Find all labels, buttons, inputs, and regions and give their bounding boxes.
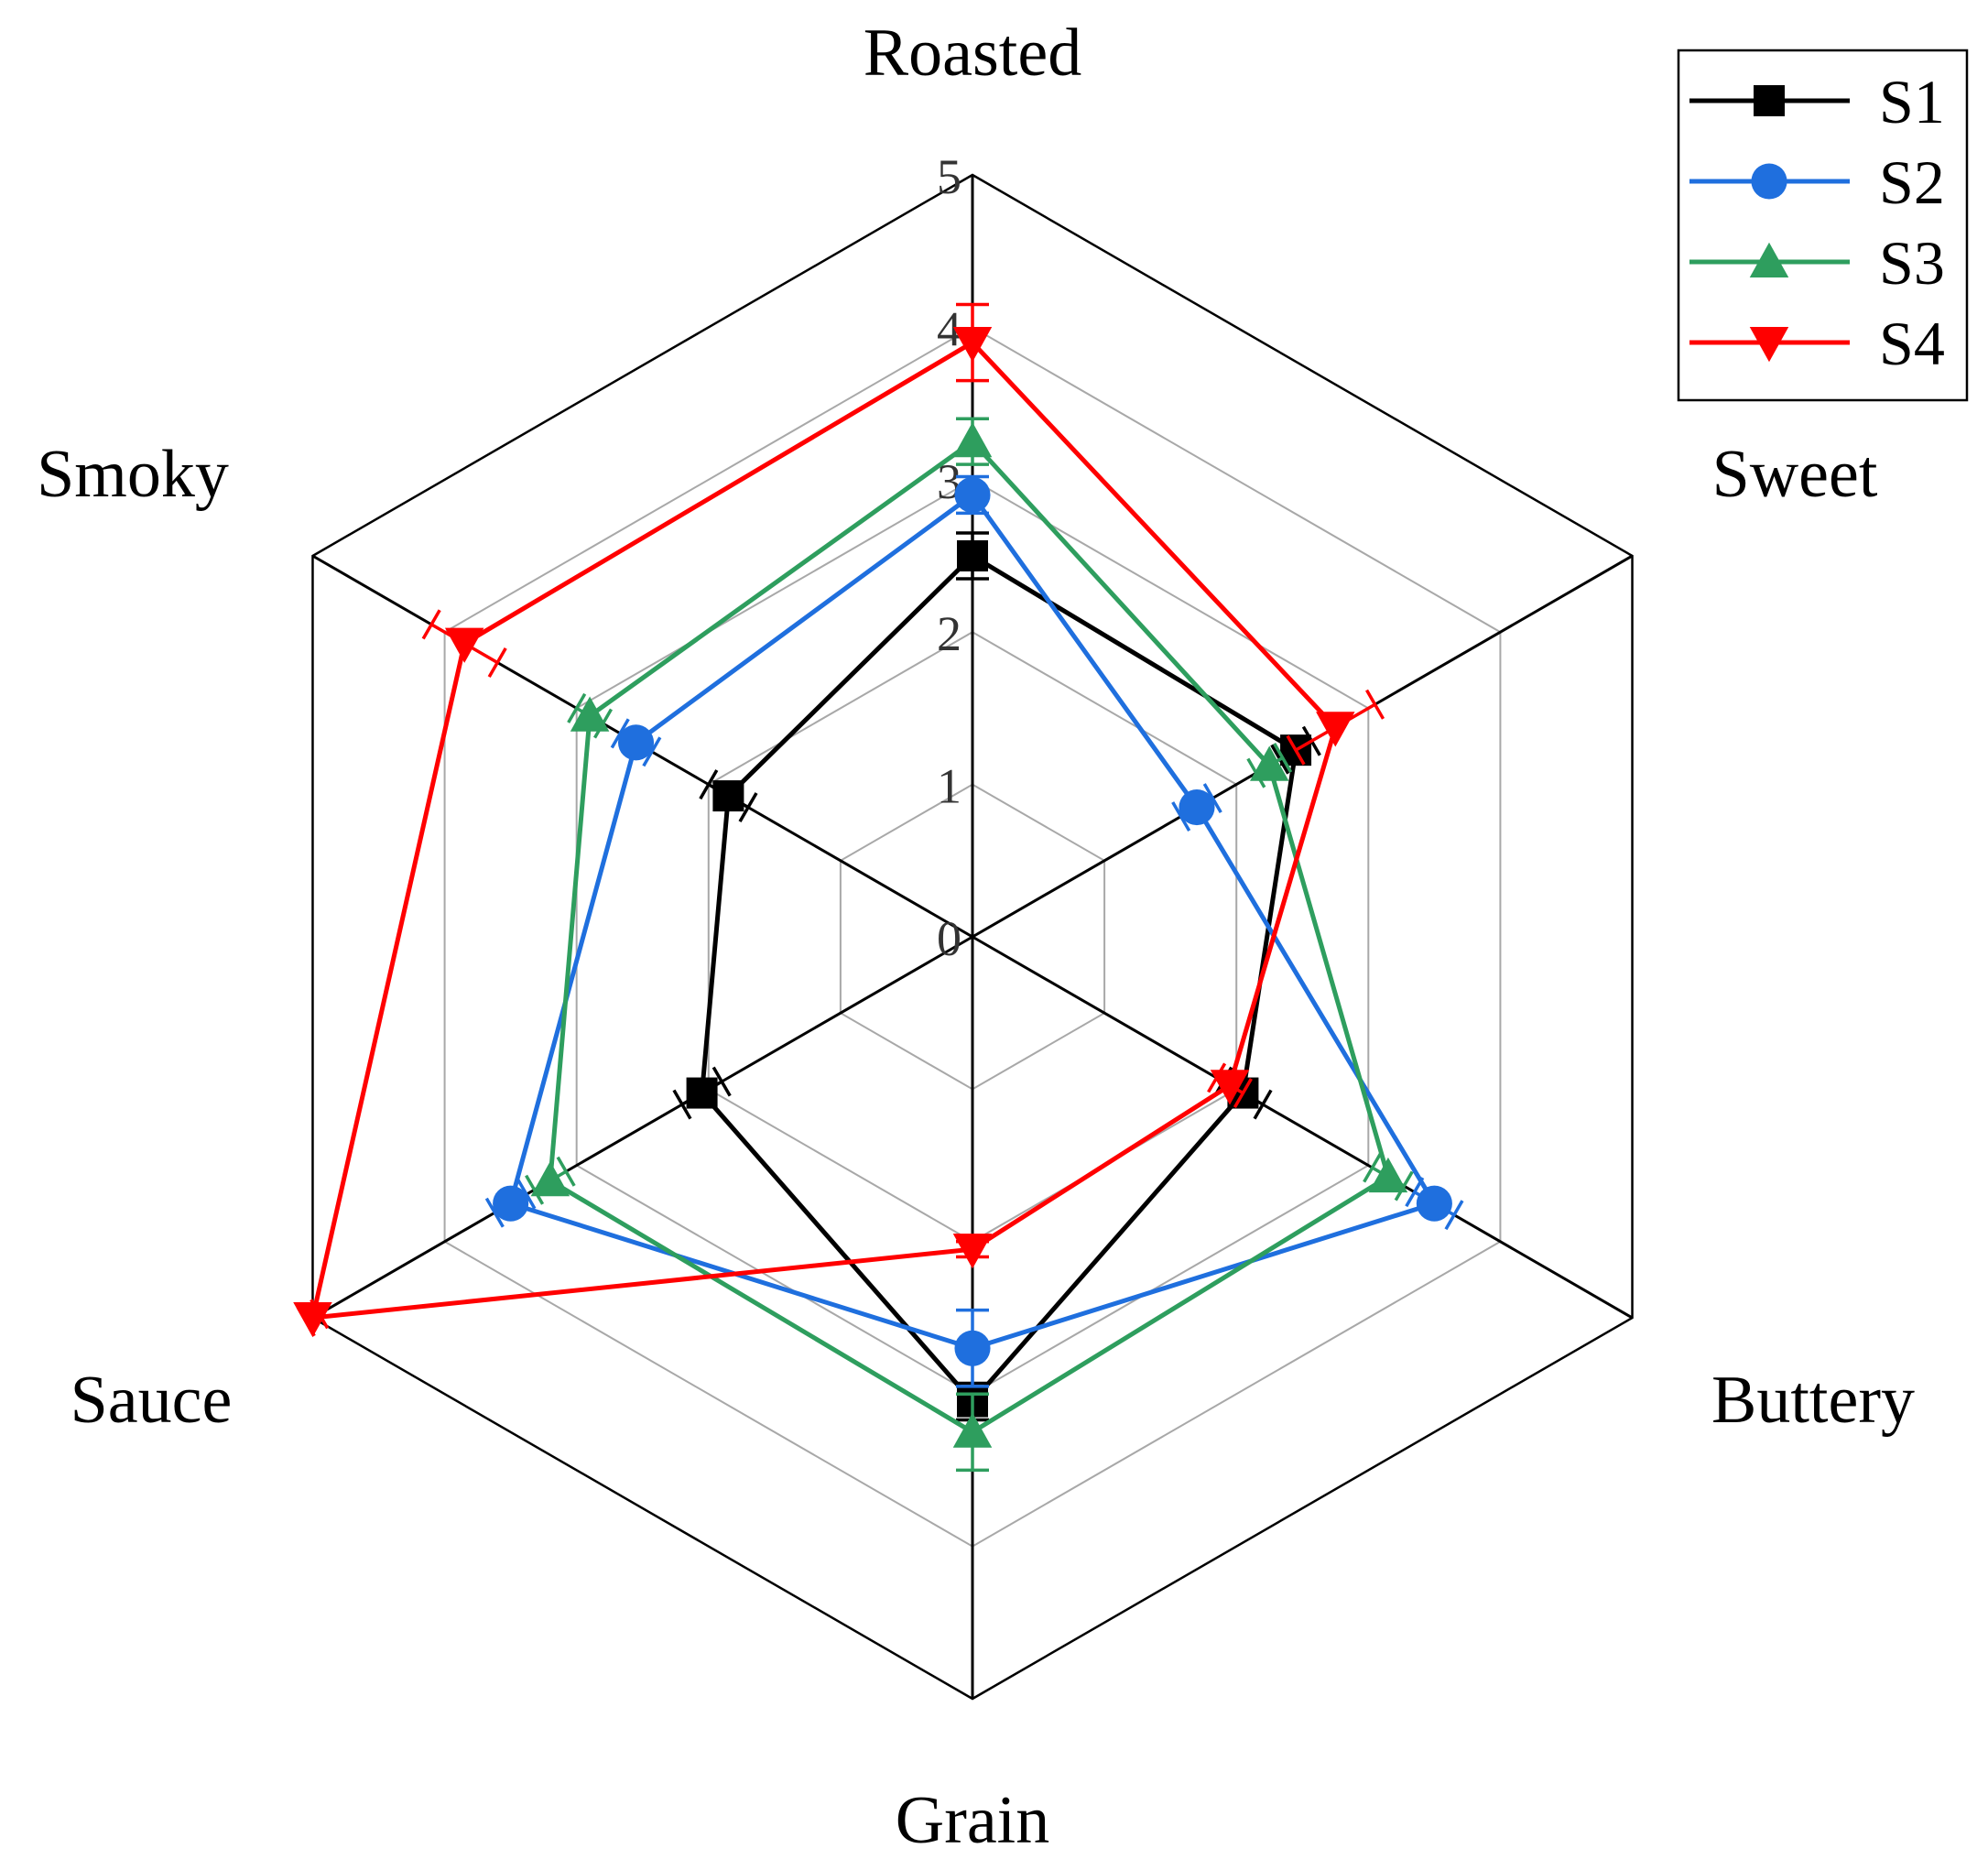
legend-marker-s4 [1749,327,1789,363]
tick-label-0: 0 [937,911,961,966]
legend-label-s3: S3 [1879,228,1945,298]
tick-label-1: 1 [937,759,961,814]
tick-label-2: 2 [937,606,961,661]
error-cap-s2-smoky-high [610,718,630,749]
axis-label-buttery: Buttery [1711,1363,1915,1438]
legend-item-s1: S1 [1689,67,1945,136]
data-point-s4-sweet [1316,712,1355,747]
data-point-s3-buttery [1368,1157,1408,1193]
data-point-s2-grain [954,1330,991,1366]
data-point-s3-sweet [1249,745,1289,781]
data-point-s3-sauce [530,1160,570,1197]
series-s4 [293,302,1385,1338]
axis-label-sauce: Sauce [71,1363,233,1438]
data-point-s2-sweet [1179,789,1215,826]
series-s3 [525,417,1414,1473]
legend-marker-s3 [1749,242,1789,277]
data-point-s1-roasted [957,540,988,571]
error-cap-s4-sweet-low [1286,734,1306,766]
data-point-s4-roasted [952,327,993,363]
legend-label-s1: S1 [1879,67,1945,136]
axis-label-sweet: Sweet [1712,437,1878,512]
axis-label-smoky: Smoky [37,437,229,512]
data-point-s3-roasted [952,421,993,458]
data-point-s1-sauce [686,1077,718,1109]
series-line-s4 [310,340,1338,1321]
axis-label-roasted: Roasted [864,16,1081,91]
data-point-s2-roasted [954,476,991,513]
legend-label-s2: S2 [1879,147,1945,217]
data-point-s3-smoky [570,696,610,732]
error-cap-s2-sauce-high [484,1197,505,1228]
data-point-s4-buttery [1210,1070,1250,1105]
legend-item-s3: S3 [1689,228,1945,298]
data-point-s4-sauce [293,1302,332,1338]
data-point-s2-smoky [617,724,655,761]
data-point-s3-grain [952,1412,993,1448]
series-line-s3 [548,439,1391,1435]
tick-label-5: 5 [937,149,961,204]
axis-line-buttery [972,935,1634,1320]
legend-item-s4: S4 [1689,309,1945,378]
series-s2 [484,474,1464,1388]
data-point-s4-grain [952,1234,993,1269]
legend-item-s2: S2 [1689,147,1945,217]
axis-label-grain: Grain [896,1783,1050,1858]
axis-line-sauce [311,935,973,1320]
data-point-s2-sauce [493,1185,529,1222]
data-series [293,302,1464,1473]
legend-marker-s1 [1754,85,1785,116]
data-point-s1-smoky [712,780,744,812]
data-point-s4-smoky [444,627,484,663]
legend: S1 S2 S3 S4 [1677,49,1969,402]
axis-labels: Roasted Sweet Buttery Grain Sauce Smoky [37,16,1915,1858]
legend-label-s4: S4 [1879,309,1945,378]
data-point-s2-buttery [1416,1185,1452,1222]
legend-marker-s2 [1751,163,1787,200]
